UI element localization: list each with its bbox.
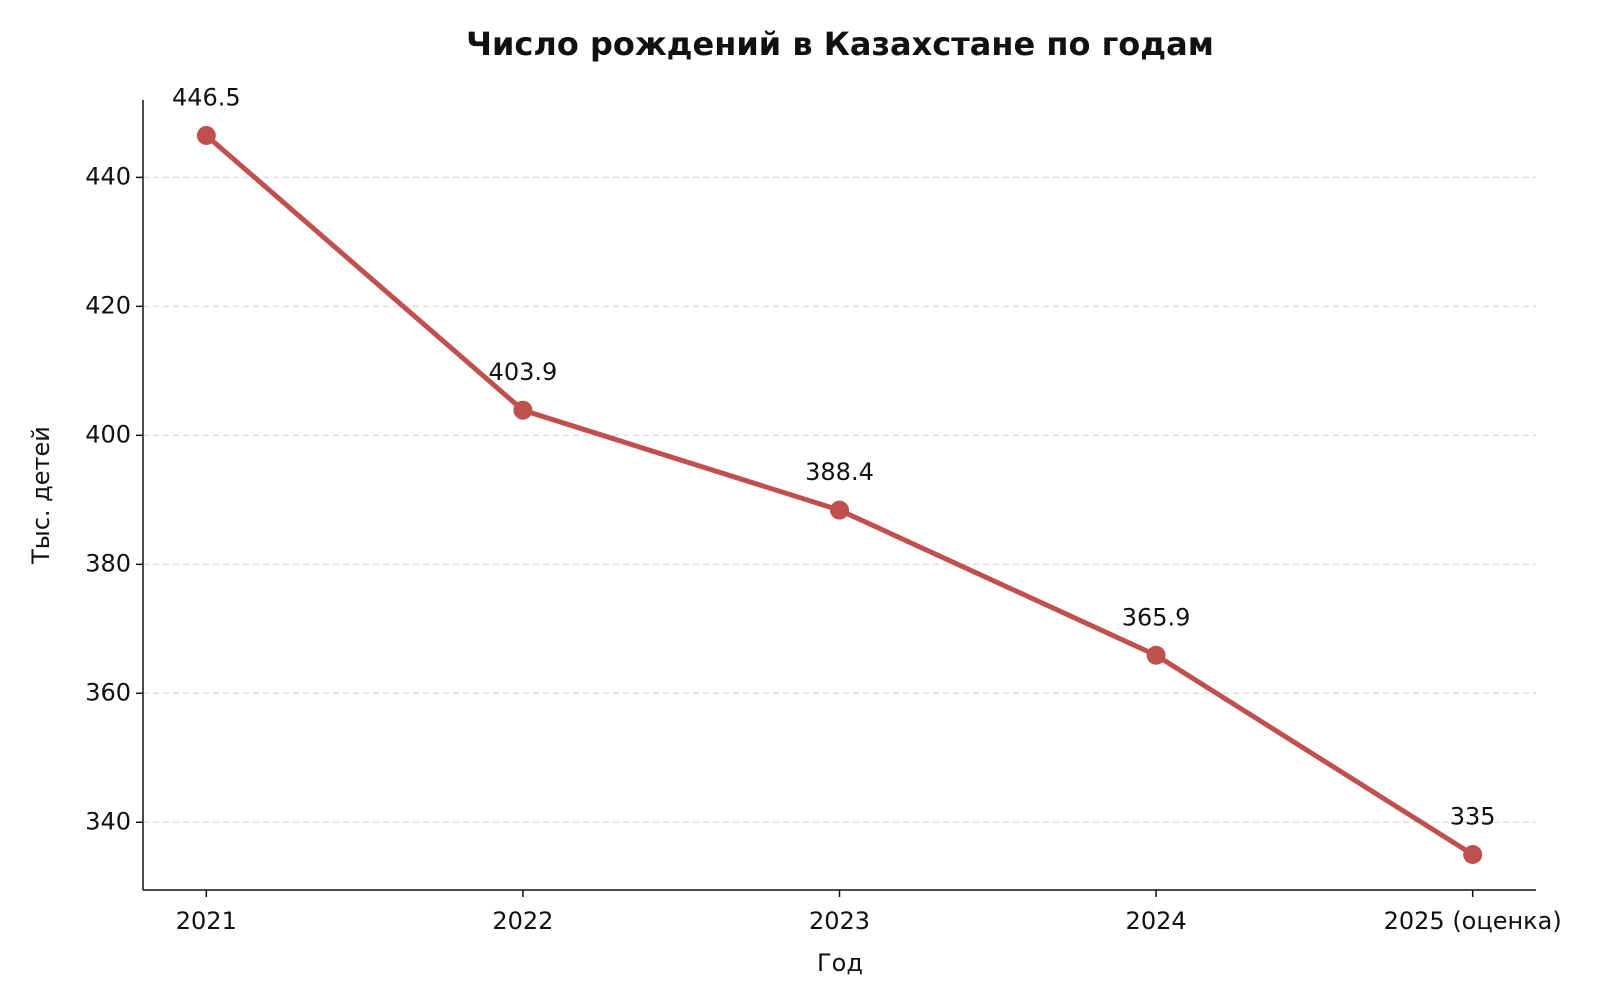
data-label: 335 (1450, 803, 1496, 831)
data-point (513, 400, 533, 420)
data-point (830, 500, 849, 520)
data-label: 403.9 (489, 358, 558, 386)
x-tick-label: 2023 (809, 907, 870, 935)
y-tick-label: 360 (85, 678, 131, 706)
y-tick-label: 420 (85, 291, 131, 319)
data-point (196, 125, 216, 145)
data-line (204, 133, 1475, 857)
y-tick-label: 400 (85, 420, 131, 448)
data-point (1463, 845, 1483, 865)
x-tick-label: 2025 (оценка) (1384, 907, 1562, 935)
data-label: 365.9 (1122, 603, 1191, 631)
x-tick-label: 2024 (1126, 907, 1187, 935)
x-tick-label: 2021 (176, 907, 237, 935)
y-tick-label: 440 (85, 162, 131, 190)
data-point (1146, 645, 1166, 665)
y-tick-label: 380 (85, 549, 131, 577)
x-tick-label: 2022 (492, 907, 553, 935)
chart-title: Число рождений в Казахстане по годам (466, 25, 1214, 63)
y-tick-label: 340 (85, 807, 131, 835)
data-label: 446.5 (172, 83, 241, 111)
y-axis-label: Тыс. детей (27, 426, 55, 565)
x-axis-label: Год (817, 949, 863, 977)
data-label: 388.4 (805, 458, 874, 486)
